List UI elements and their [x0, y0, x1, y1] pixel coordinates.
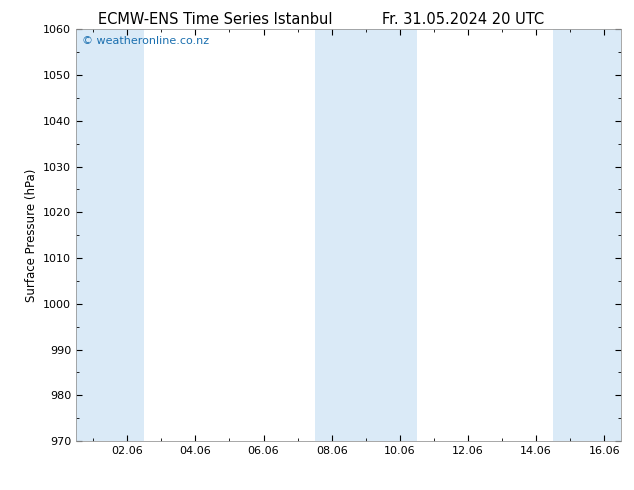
Bar — [553, 29, 621, 441]
Bar — [76, 29, 144, 441]
Text: ECMW-ENS Time Series Istanbul: ECMW-ENS Time Series Istanbul — [98, 12, 333, 27]
Y-axis label: Surface Pressure (hPa): Surface Pressure (hPa) — [25, 169, 37, 302]
Bar — [314, 29, 366, 441]
Text: Fr. 31.05.2024 20 UTC: Fr. 31.05.2024 20 UTC — [382, 12, 544, 27]
Bar — [366, 29, 417, 441]
Text: © weatheronline.co.nz: © weatheronline.co.nz — [82, 36, 209, 46]
